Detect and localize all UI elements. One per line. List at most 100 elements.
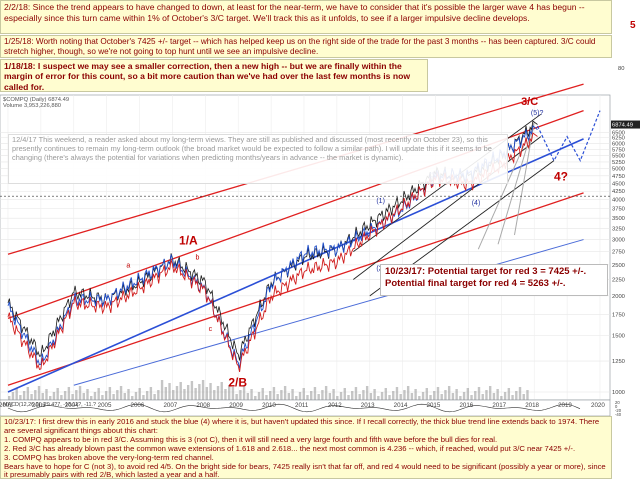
volume-bar [470,395,473,400]
x-tick-label: 2016 [459,402,473,409]
forecast-path [536,110,601,163]
wave-label-3C: 3/C [521,96,538,108]
volume-bar [19,395,22,400]
y-tick-label: 3250 [612,226,625,232]
note-12-4-17: 12/4/17 This weekend, a reader asked abo… [8,134,508,184]
volume-bar [440,394,443,400]
y-tick-label: 2250 [612,277,625,283]
volume-bar [466,388,470,400]
volume-bar [67,387,71,400]
volume-bar [395,387,399,400]
volume-bar [332,389,335,400]
y-tick-label: 2000 [612,294,625,300]
y-tick-label: 5500 [612,153,625,159]
volume-bar [507,388,511,400]
x-tick-label: 2018 [525,402,539,409]
target-box: 10/23/17: Potential target for red 3 = 7… [380,264,608,296]
y-tick-label: 6000 [612,141,625,147]
volume-bar [60,395,63,400]
volume-bar [526,390,529,400]
volume-bar [75,390,78,400]
y-tick-label: 1000 [612,390,625,396]
x-tick-label: 2006 [131,402,145,409]
volume-bar [321,390,324,400]
volume-bar [358,394,361,400]
volume-bar [172,390,175,400]
volume-bar [8,396,11,400]
volume-bar [205,387,209,400]
volume-bar [522,394,525,400]
x-tick-label: 2011 [295,402,309,409]
volume-bar [90,396,93,400]
volume-bar [175,386,179,400]
x-tick-label: 2014 [394,402,408,409]
volume-bar [485,390,488,400]
volume-bar [306,395,309,400]
volume-bar [153,394,156,400]
y-tick-label: 1250 [612,359,625,365]
volume-bar [488,386,492,400]
volume-bar [287,393,291,400]
projection-line-2 [497,121,535,245]
volume-bar [492,393,496,400]
wave-label-b: b [195,254,199,261]
volume-bar [183,389,186,400]
volume-bar [56,388,59,400]
volume-bar [474,391,477,400]
last-price-tag [611,120,640,129]
volume-bar [455,389,458,400]
volume-bar [433,391,436,400]
volume-bar [179,382,182,400]
volume-bar [444,390,447,400]
volume-bar [71,394,74,400]
x-tick-label: 2007 [163,402,177,409]
wave-label-1A: 1/A [179,233,198,247]
volume-bar [302,388,305,400]
volume-bar [429,395,432,400]
volume-bar [317,394,320,400]
red-channel-lower [7,192,584,386]
y-tick-label: 6250 [612,136,625,142]
volume-bar [283,386,287,400]
volume-bar [343,388,346,400]
volume-bar [347,395,350,400]
volume-bar [425,388,428,400]
x-tick-label: 2010 [262,402,276,409]
volume-bar [49,396,52,400]
volume-bar [503,392,507,400]
volume-bar [201,380,205,400]
volume-bar [190,381,194,400]
volume-bars [8,380,529,400]
y-tick-label: 4250 [612,189,625,195]
volume-bar [231,387,235,400]
volume-bar [511,395,514,400]
volume-bar [388,395,391,400]
y-tick-label: 4500 [612,181,625,187]
volume-bar [351,391,354,400]
x-tick-label: 2004 [65,402,79,409]
volume-bar [339,392,343,400]
chart-header: $COMPQ (Daily) 6874.49 Volume 3,953,226,… [3,97,69,109]
note-1-25-18: 1/25/18: Worth noting that October's 742… [0,35,612,58]
y-tick-label: 6500 [612,130,625,136]
volume-bar [142,395,145,400]
volume-bar [336,396,339,400]
volume-bar [30,394,33,400]
y-tick-label: 4750 [612,174,625,180]
volume-bar [261,388,264,400]
y-tick-label: 5000 [612,167,625,173]
volume-bar [145,391,149,400]
x-tick-label: 2013 [361,402,375,409]
volume-bar [22,391,26,400]
volume-bar [406,386,410,400]
volume-bar [451,393,455,400]
volume-bar [269,391,272,400]
volume-bar [213,390,216,400]
volume-bar [63,391,67,400]
y-tick-label: 4000 [612,198,625,204]
note-10-23-17: 10/23/17: I first drew this in early 201… [0,416,612,479]
x-tick-label: 2015 [427,402,441,409]
volume-bar [254,396,257,400]
macd-line [7,403,581,413]
x-tick-label: 2019 [558,402,572,409]
